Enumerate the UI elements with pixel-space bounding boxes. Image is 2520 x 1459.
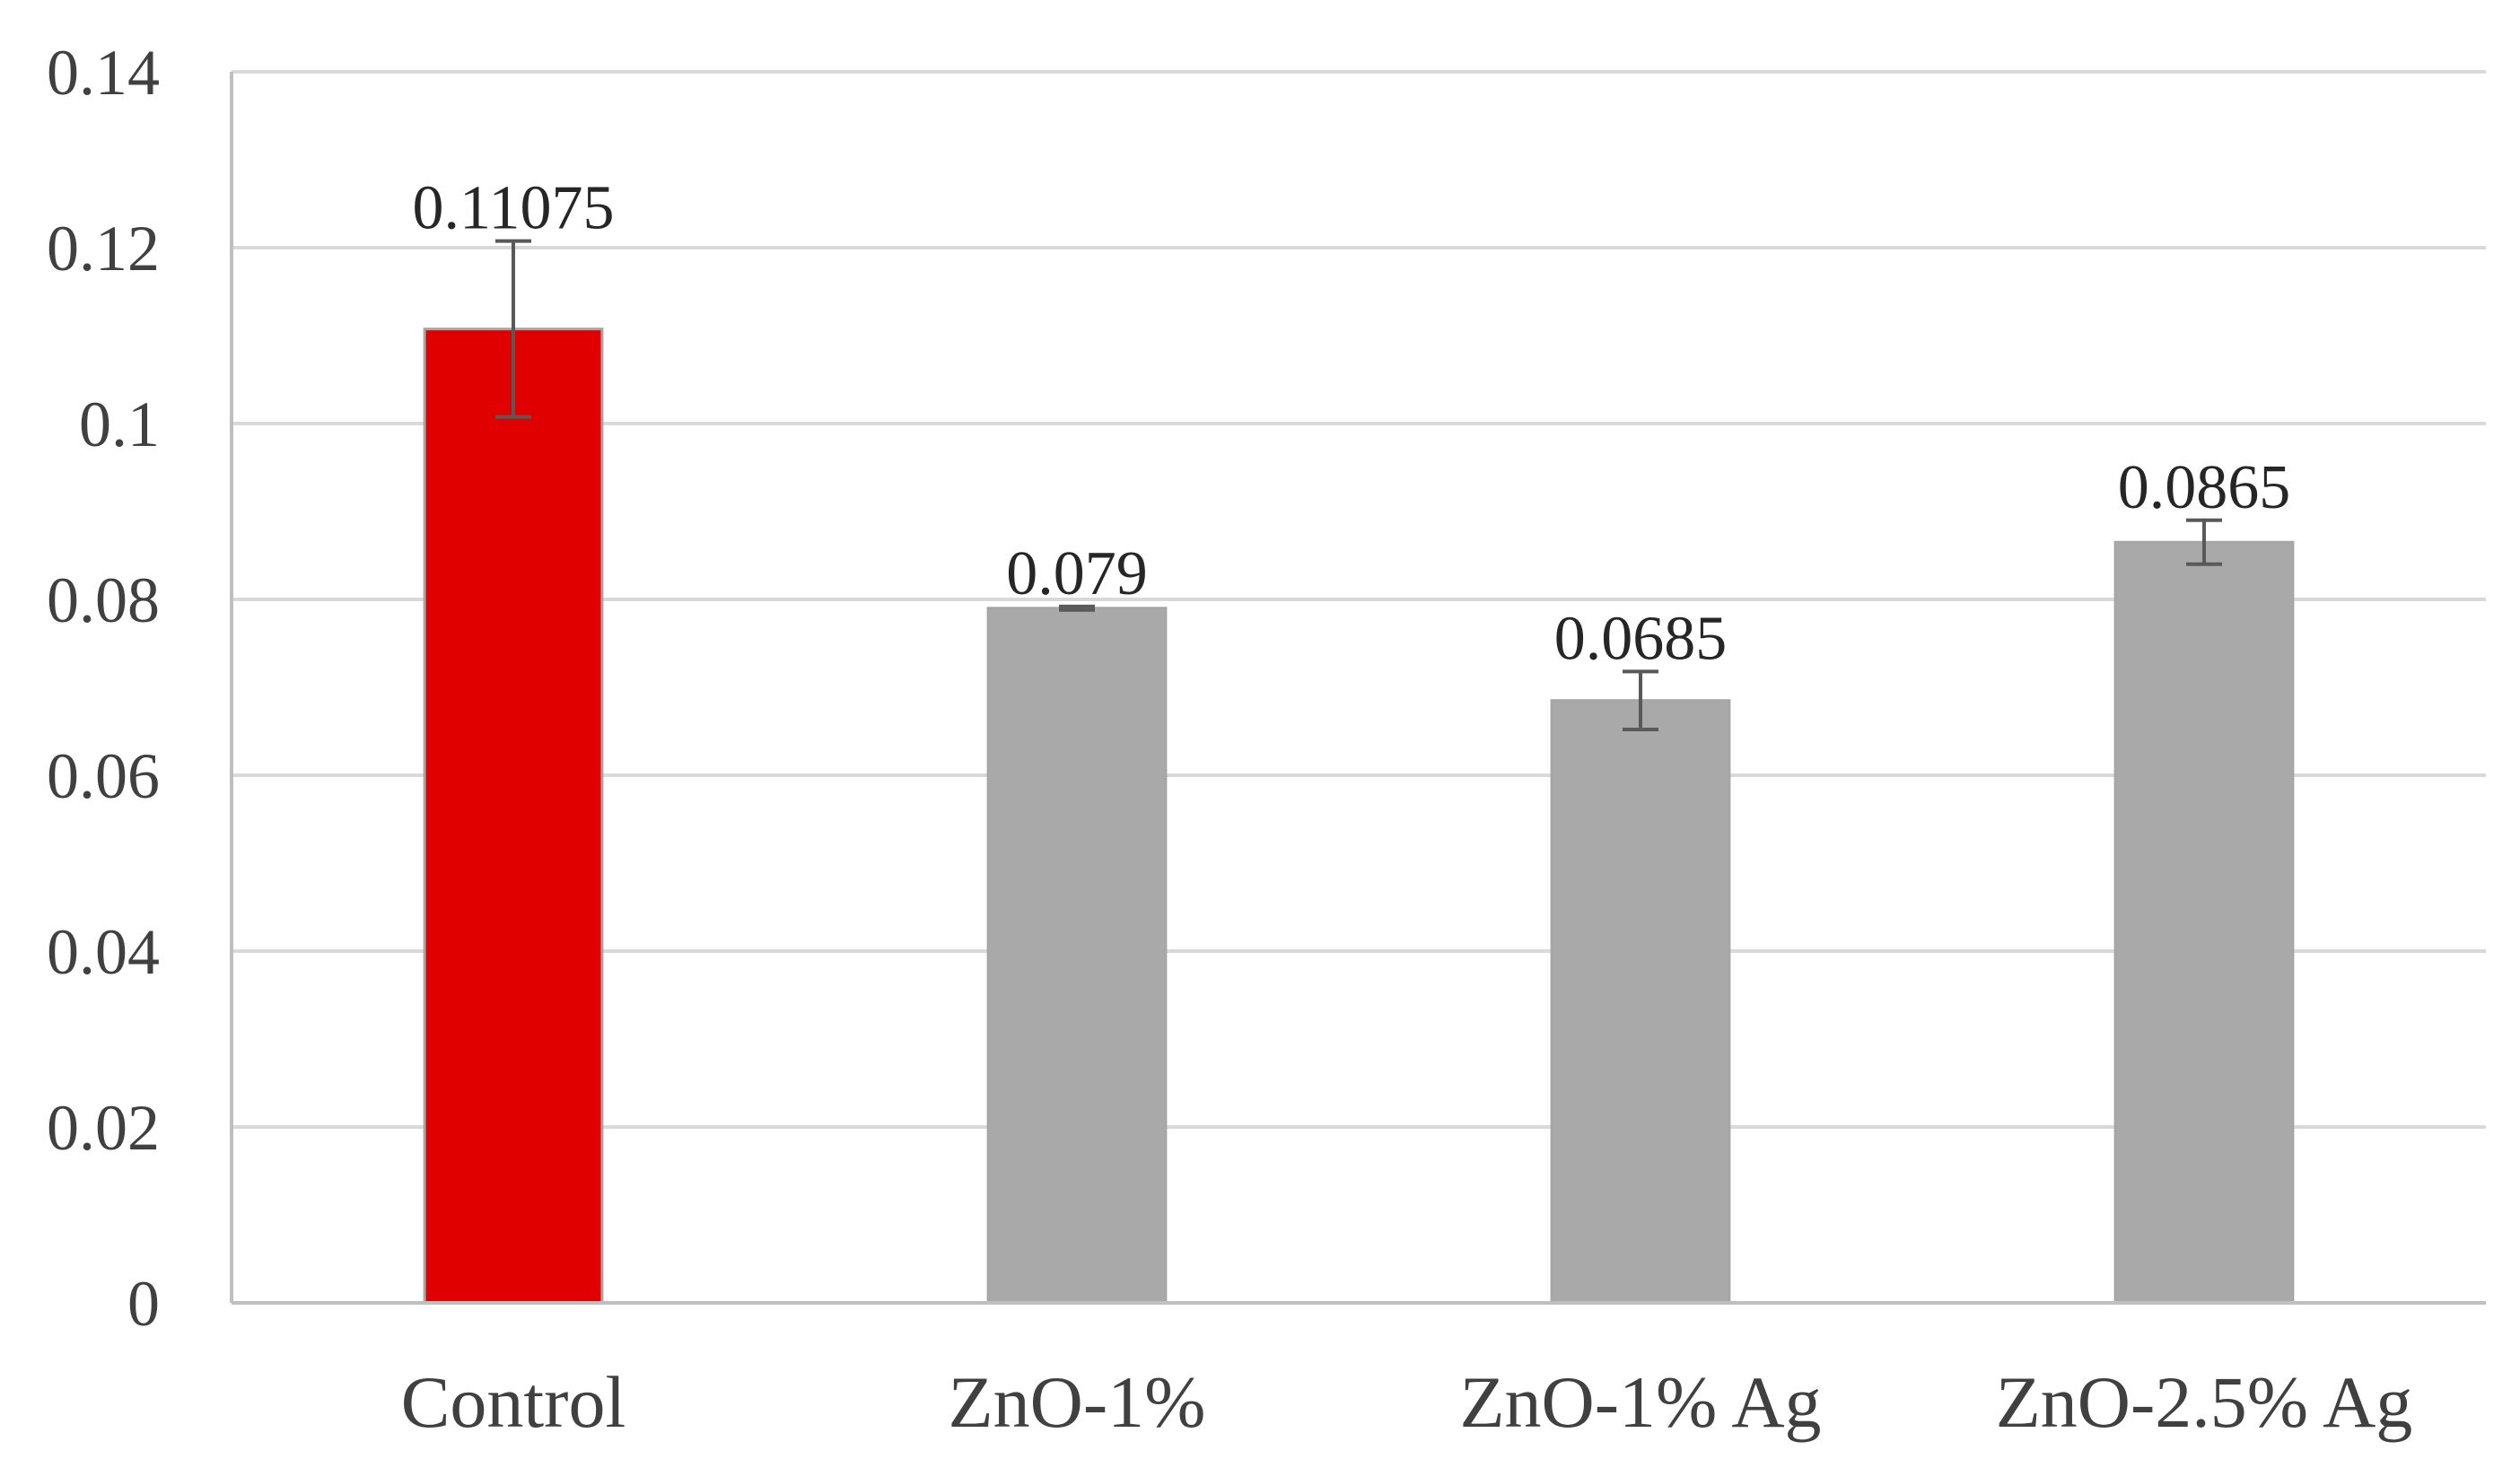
y-tick-label: 0.08 <box>47 564 160 636</box>
y-tick-label: 0.06 <box>47 740 160 812</box>
x-category-label: ZnO-1% <box>949 1361 1206 1443</box>
bar <box>986 607 1168 1305</box>
y-tick-label: 0.14 <box>47 37 160 109</box>
data-label: 0.079 <box>1006 539 1148 608</box>
bar <box>1550 699 1731 1305</box>
data-labels: 0.11075 0.079 0.0685 0.0865 <box>413 174 2291 674</box>
x-category-label: ZnO-2.5% Ag <box>1996 1361 2413 1443</box>
y-tick-label: 0.04 <box>47 916 160 988</box>
bars <box>423 328 2295 1305</box>
x-category-label: Control <box>401 1361 626 1443</box>
gridlines <box>232 70 2486 1129</box>
y-axis-ticks: 0 0.02 0.04 0.06 0.08 0.1 0.12 0.14 <box>47 37 160 1340</box>
y-tick-label: 0.02 <box>47 1092 160 1164</box>
bar <box>2113 540 2295 1305</box>
x-category-label: ZnO-1% Ag <box>1459 1361 1821 1443</box>
data-label: 0.11075 <box>413 174 615 243</box>
y-tick-label: 0.1 <box>79 389 160 460</box>
data-label: 0.0865 <box>2118 453 2291 522</box>
error-bars <box>495 239 2222 732</box>
bar <box>423 328 604 1305</box>
y-tick-label: 0.12 <box>47 213 160 284</box>
y-tick-label: 0 <box>127 1268 160 1340</box>
data-label: 0.0685 <box>1554 604 1728 673</box>
x-axis-categories: Control ZnO-1% ZnO-1% Ag ZnO-2.5% Ag <box>401 1361 2413 1443</box>
